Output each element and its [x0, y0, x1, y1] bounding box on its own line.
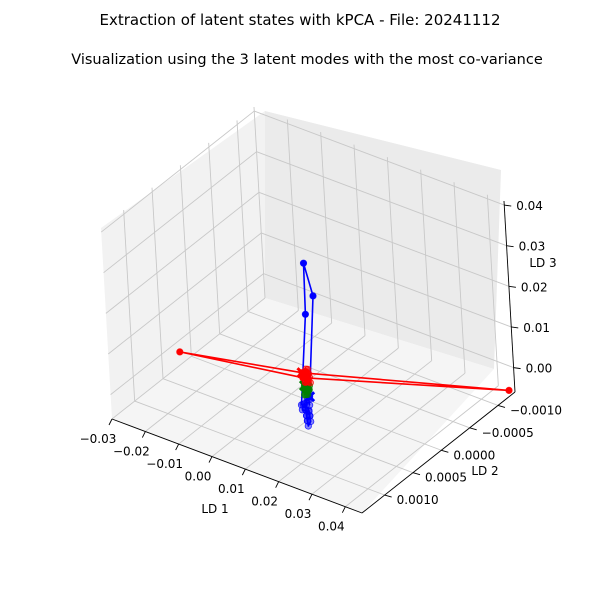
grid-line — [320, 132, 333, 324]
x-tick-label: 0.00 — [185, 470, 212, 484]
grid-line — [256, 151, 507, 247]
x-tick-label: 0.01 — [218, 482, 245, 496]
grid-line — [110, 273, 264, 395]
y-tick-label: −0.0010 — [510, 403, 562, 417]
grid-line — [100, 110, 255, 233]
grid-line — [134, 400, 385, 496]
z-axis-line — [503, 200, 516, 393]
x-tick-mark — [108, 418, 113, 426]
z-tick-mark — [506, 245, 514, 248]
left-wall-pane — [101, 111, 265, 419]
z-tick-mark — [504, 204, 512, 207]
y-tick-mark — [384, 494, 392, 498]
y-tick-mark — [497, 405, 506, 408]
x-tick-mark — [275, 481, 280, 488]
x-tick-mark — [175, 443, 180, 451]
data-point — [309, 292, 317, 300]
grid-line — [107, 232, 262, 355]
data-point — [306, 379, 314, 387]
grid-line — [311, 372, 466, 495]
grid-line — [245, 347, 399, 470]
x-tick-label: 0.04 — [318, 520, 345, 534]
grid-line — [420, 169, 433, 361]
grid-line — [111, 297, 266, 420]
grid-line — [151, 187, 164, 379]
tick-labels: −0.03−0.02−0.010.000.010.020.030.04−0.00… — [80, 199, 562, 534]
y-tick-mark — [441, 449, 449, 453]
y-tick-label: 0.0000 — [453, 448, 495, 462]
x-tick-mark — [241, 468, 246, 476]
grid-line — [247, 311, 499, 406]
grid-line — [254, 110, 505, 206]
data-point — [505, 386, 513, 394]
grid-line — [208, 142, 221, 334]
data-point — [303, 417, 312, 425]
series-2 — [176, 348, 513, 394]
grid-line — [105, 191, 260, 314]
figure-suptitle: Extraction of latent states with kPCA - … — [99, 11, 500, 29]
grid-line — [253, 106, 266, 299]
x-tick-mark — [308, 493, 313, 501]
x-axis-line — [111, 418, 363, 514]
grid-line — [286, 119, 299, 311]
z-tick-label: 0.00 — [526, 362, 553, 376]
grid-line — [278, 360, 432, 483]
z-tick-label: 0.02 — [521, 280, 548, 294]
y-tick-mark — [469, 427, 477, 431]
x-tick-mark — [141, 431, 146, 438]
axes-3d: −0.03−0.02−0.010.000.010.020.030.04−0.00… — [80, 106, 562, 534]
grid-line — [179, 165, 192, 357]
y-tick-label: 0.0005 — [425, 471, 467, 485]
back-wall-pane — [265, 111, 501, 369]
z-tick-mark — [513, 367, 521, 370]
y-tick-label: −0.0005 — [482, 426, 534, 440]
x-tick-mark — [341, 506, 346, 513]
grid-line — [261, 232, 512, 328]
grid-line — [162, 378, 414, 474]
x-tick-label: 0.02 — [251, 495, 278, 509]
data-series — [176, 259, 513, 430]
axis-lines — [111, 200, 516, 514]
z-tick-label: 0.03 — [519, 240, 546, 254]
grid-lines — [100, 106, 514, 508]
grid-line — [123, 210, 136, 402]
grid-line — [103, 151, 257, 274]
x-tick-mark — [208, 456, 213, 463]
x-tick-label: −0.01 — [146, 457, 183, 471]
y-axis-line — [361, 391, 516, 514]
grid-line — [345, 385, 499, 508]
grid-line — [191, 355, 442, 451]
data-point — [299, 259, 308, 267]
grid-line — [453, 182, 466, 374]
z-tick-mark — [508, 285, 516, 288]
y-axis-label: LD 2 — [471, 464, 498, 478]
x-axis-label: LD 1 — [201, 502, 228, 516]
y-tick-label: 0.0010 — [397, 493, 439, 507]
grid-line — [145, 310, 299, 432]
data-point — [301, 310, 309, 318]
grid-line — [386, 157, 399, 349]
grid-line — [486, 194, 499, 386]
data-point — [302, 412, 311, 420]
y-tick-mark — [412, 472, 421, 476]
grid-line — [211, 335, 366, 457]
data-point — [176, 348, 184, 356]
grid-line — [236, 120, 249, 312]
grid-line — [178, 322, 332, 445]
z-tick-mark — [511, 326, 519, 329]
data-point — [305, 401, 314, 409]
x-tick-label: −0.02 — [113, 445, 150, 459]
x-tick-label: −0.03 — [80, 432, 117, 446]
z-tick-label: 0.04 — [516, 199, 543, 213]
z-tick-label: 0.01 — [523, 321, 550, 335]
start-marker — [296, 367, 308, 379]
z-axis-label: LD 3 — [529, 256, 556, 270]
grid-line — [353, 144, 366, 336]
grid-line — [258, 191, 510, 287]
x-tick-label: 0.03 — [285, 507, 312, 521]
axes-title: Visualization using the 3 latent modes w… — [71, 52, 543, 68]
